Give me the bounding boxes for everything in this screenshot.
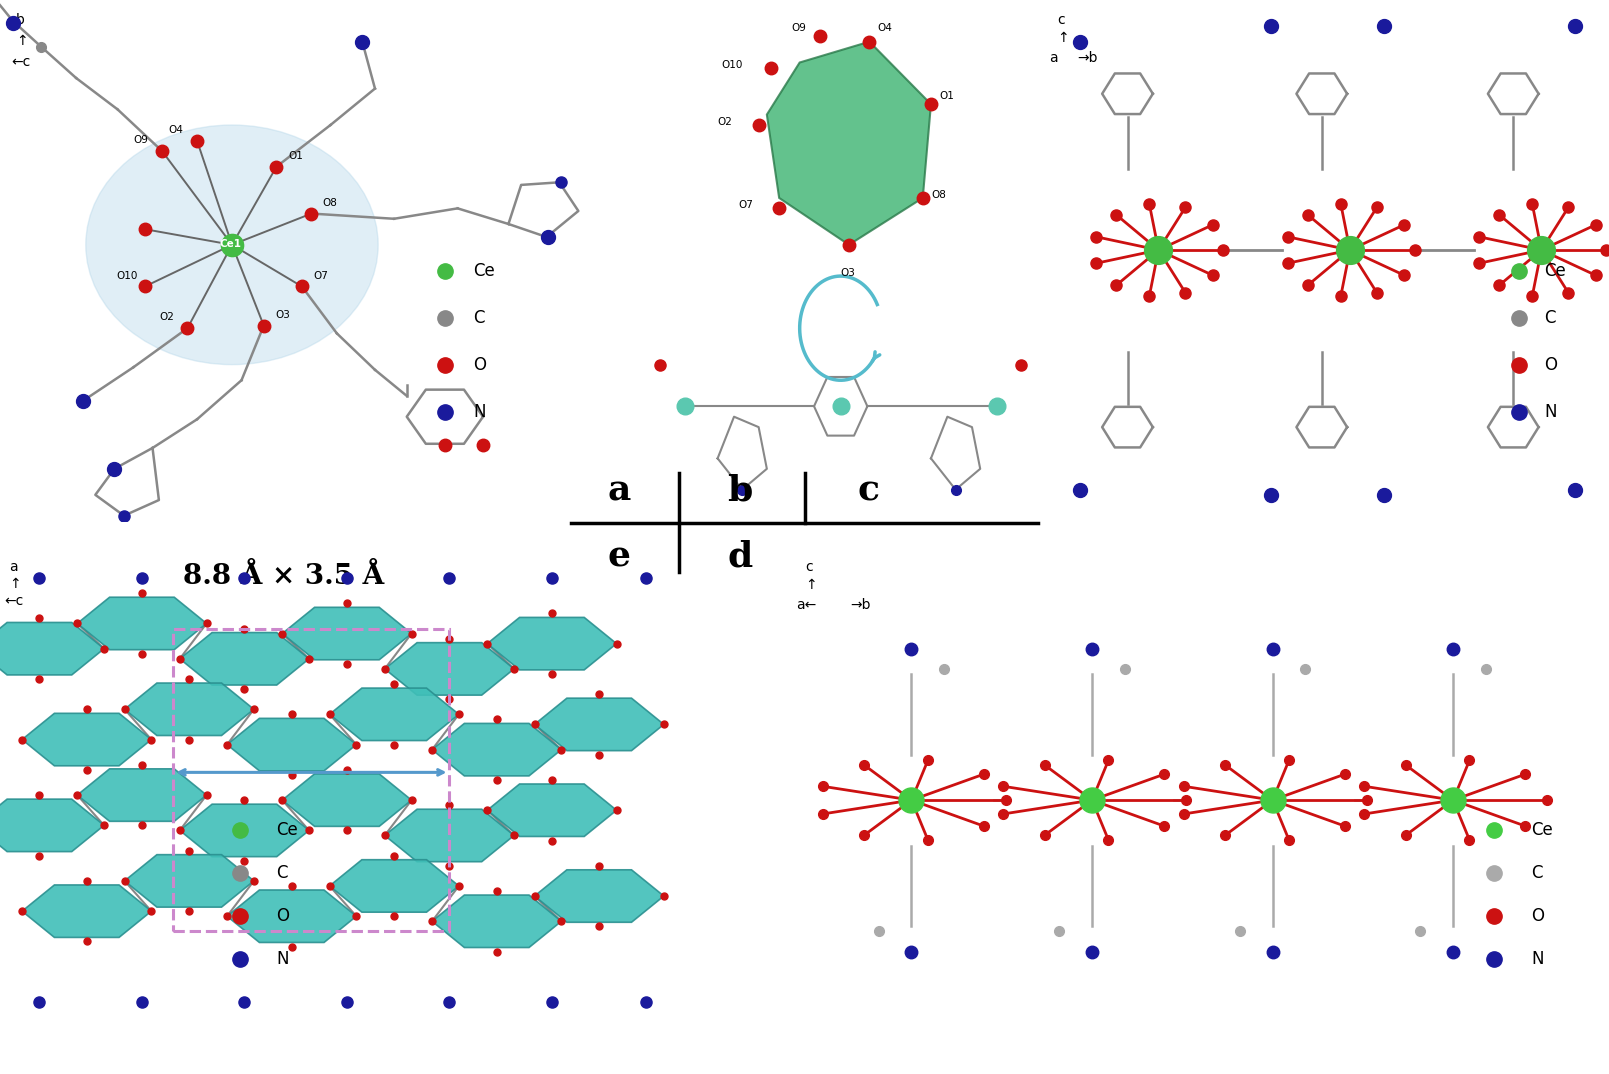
- Polygon shape: [227, 890, 356, 943]
- Polygon shape: [180, 804, 309, 857]
- Text: O3: O3: [842, 268, 856, 278]
- Text: ↑: ↑: [10, 577, 21, 591]
- Text: a: a: [608, 474, 631, 508]
- Text: c: c: [1057, 13, 1065, 27]
- Text: c: c: [858, 474, 880, 508]
- Polygon shape: [282, 774, 412, 826]
- Text: a: a: [10, 561, 18, 575]
- Text: O9: O9: [134, 135, 148, 145]
- Polygon shape: [767, 42, 932, 245]
- Polygon shape: [0, 799, 105, 852]
- Text: O9: O9: [792, 24, 806, 33]
- Text: e: e: [608, 539, 631, 574]
- Polygon shape: [180, 633, 309, 685]
- Text: O4: O4: [169, 125, 183, 135]
- Text: Ce1: Ce1: [219, 238, 241, 249]
- Text: O2: O2: [159, 313, 174, 322]
- Text: O3: O3: [275, 309, 290, 320]
- Polygon shape: [488, 618, 616, 670]
- Polygon shape: [385, 642, 513, 695]
- Text: N: N: [1545, 403, 1558, 421]
- Text: O10: O10: [116, 271, 138, 280]
- Text: d: d: [727, 539, 753, 574]
- Text: C: C: [473, 308, 484, 326]
- Text: N: N: [473, 403, 486, 421]
- Text: ↑: ↑: [16, 34, 27, 48]
- Polygon shape: [77, 769, 206, 822]
- Text: a: a: [1049, 52, 1057, 66]
- Text: b: b: [16, 13, 24, 27]
- Polygon shape: [23, 885, 151, 938]
- Text: a←: a←: [796, 598, 817, 612]
- Polygon shape: [23, 713, 151, 766]
- Text: O: O: [1545, 355, 1558, 374]
- Text: O7: O7: [314, 271, 328, 280]
- Text: 8.8 Å × 3.5 Å: 8.8 Å × 3.5 Å: [183, 563, 385, 590]
- Text: O10: O10: [722, 60, 743, 70]
- Text: ↑: ↑: [1057, 31, 1068, 45]
- Polygon shape: [124, 683, 254, 736]
- Text: O: O: [275, 908, 290, 925]
- Text: ↑: ↑: [804, 578, 816, 592]
- Text: Ce: Ce: [473, 262, 496, 280]
- Text: Ce: Ce: [1532, 822, 1553, 840]
- Polygon shape: [385, 809, 513, 861]
- Circle shape: [85, 125, 378, 365]
- Text: b: b: [727, 474, 753, 508]
- Polygon shape: [330, 859, 459, 912]
- Text: →b: →b: [850, 598, 870, 612]
- Text: O7: O7: [739, 201, 753, 211]
- Text: →b: →b: [1076, 52, 1097, 66]
- Text: Ce: Ce: [275, 822, 298, 840]
- Text: O1: O1: [940, 91, 954, 101]
- Polygon shape: [0, 623, 105, 674]
- Polygon shape: [534, 698, 665, 751]
- Text: Ce: Ce: [1545, 262, 1566, 280]
- Polygon shape: [330, 688, 459, 741]
- Text: N: N: [1532, 950, 1543, 968]
- Text: O8: O8: [932, 190, 946, 200]
- Text: O: O: [473, 355, 486, 374]
- Text: C: C: [1545, 308, 1556, 326]
- Text: c: c: [804, 561, 813, 575]
- Polygon shape: [534, 870, 665, 923]
- Polygon shape: [433, 895, 562, 947]
- Text: O8: O8: [323, 198, 338, 207]
- Text: N: N: [275, 950, 288, 968]
- Text: ←c: ←c: [11, 55, 31, 69]
- Polygon shape: [124, 855, 254, 908]
- Text: O1: O1: [288, 150, 302, 161]
- Polygon shape: [433, 724, 562, 775]
- Text: O4: O4: [877, 24, 893, 33]
- Polygon shape: [282, 607, 412, 659]
- Polygon shape: [77, 597, 206, 650]
- Text: O: O: [1532, 908, 1545, 925]
- Text: O2: O2: [718, 117, 732, 127]
- Text: C: C: [275, 865, 288, 883]
- Polygon shape: [227, 719, 356, 771]
- Text: C: C: [1532, 865, 1543, 883]
- Polygon shape: [488, 784, 616, 837]
- Text: ←c: ←c: [3, 594, 23, 608]
